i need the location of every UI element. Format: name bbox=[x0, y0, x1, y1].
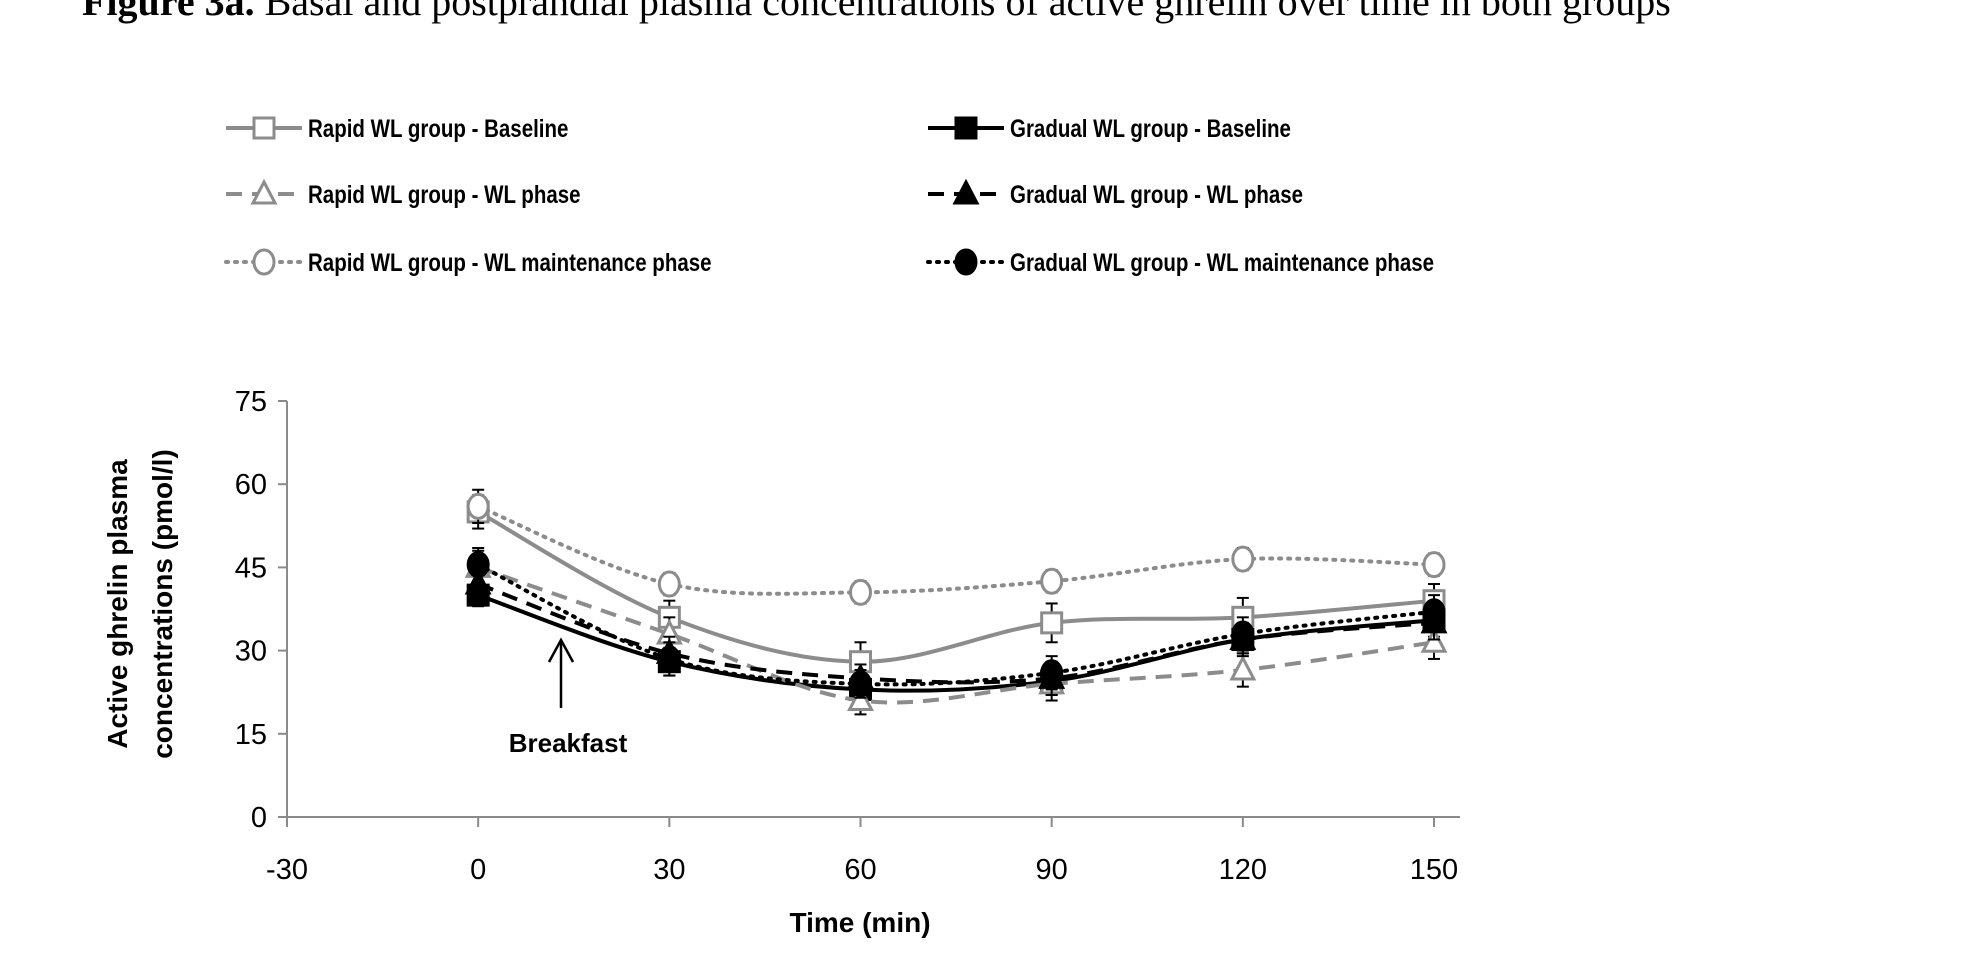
legend-marker-icon bbox=[954, 248, 978, 276]
x-tick-label: 120 bbox=[1219, 854, 1267, 886]
series-4 bbox=[464, 566, 1448, 696]
data-point bbox=[1231, 620, 1255, 648]
data-point bbox=[1040, 611, 1064, 635]
legend-label: Gradual WL group - WL phase bbox=[1010, 180, 1303, 208]
x-tick-label: 60 bbox=[844, 854, 876, 886]
series-line bbox=[477, 582, 1435, 685]
data-point bbox=[1231, 545, 1255, 573]
series-line bbox=[476, 504, 1436, 596]
data-point bbox=[847, 685, 874, 712]
data-point bbox=[466, 551, 490, 579]
y-axis-label-line1: Active ghrelin plasma bbox=[102, 459, 133, 749]
data-point bbox=[849, 670, 872, 698]
series-line bbox=[477, 510, 1435, 664]
legend-item: Rapid WL group - WL phase bbox=[226, 178, 581, 208]
data-point bbox=[1040, 659, 1064, 687]
x-tick-label: 90 bbox=[1036, 854, 1068, 886]
figure-label: Figure 3a. bbox=[82, 0, 255, 24]
legend-item: Gradual WL group - WL maintenance phase bbox=[926, 248, 1434, 276]
legend: Rapid WL group - Baseline Gradual WL grou… bbox=[224, 114, 1434, 276]
x-tick-label: 0 bbox=[470, 854, 486, 886]
y-tick-label: 60 bbox=[235, 469, 267, 501]
x-axis-label: Time (min) bbox=[789, 907, 930, 938]
y-axis-label-line2: concentrations (pmol/l) bbox=[147, 449, 178, 759]
breakfast-annotation: Breakfast bbox=[509, 728, 628, 758]
figure-caption: Basal and postprandial plasma concentrat… bbox=[254, 0, 1671, 24]
legend-item: Gradual WL group - WL phase bbox=[928, 178, 1303, 208]
y-tick-label: 15 bbox=[235, 719, 267, 751]
data-point bbox=[1422, 598, 1446, 626]
legend-item: Gradual WL group - Baseline bbox=[928, 114, 1291, 142]
series-line bbox=[476, 562, 1436, 687]
axes: 0 15 30 45 60 75 -30 0 30 60 90 120 150 bbox=[235, 386, 1460, 886]
y-tick-label: 45 bbox=[235, 552, 267, 584]
data-point bbox=[1422, 551, 1446, 579]
series-line bbox=[477, 565, 1435, 705]
y-tick-label: 0 bbox=[251, 802, 267, 834]
legend-marker-icon bbox=[250, 178, 278, 205]
data-point bbox=[1420, 627, 1448, 653]
data-point bbox=[1040, 567, 1064, 595]
y-tick-label: 30 bbox=[235, 636, 267, 668]
y-tick-label: 75 bbox=[235, 386, 267, 418]
legend-item: Rapid WL group - WL maintenance phase bbox=[224, 248, 712, 276]
data-point bbox=[466, 492, 490, 520]
figure-title: Figure 3a. Basal and postprandial plasma… bbox=[82, 0, 1671, 25]
data-point bbox=[464, 568, 492, 595]
legend-marker-icon bbox=[952, 178, 980, 205]
legend-label: Rapid WL group - WL maintenance phase bbox=[308, 248, 712, 276]
series-6 bbox=[466, 546, 1446, 699]
legend-label: Rapid WL group - Baseline bbox=[308, 114, 568, 142]
plot-area bbox=[464, 488, 1448, 716]
legend-item: Rapid WL group - Baseline bbox=[226, 114, 568, 142]
data-point bbox=[657, 570, 681, 598]
x-tick-label: 30 bbox=[653, 854, 685, 886]
breakfast-arrowhead-icon bbox=[547, 637, 575, 663]
series-line bbox=[477, 593, 1435, 693]
legend-marker-icon bbox=[252, 116, 276, 140]
legend-label: Gradual WL group - WL maintenance phase bbox=[1010, 248, 1434, 276]
x-tick-label: 150 bbox=[1410, 854, 1458, 886]
series-5 bbox=[466, 488, 1446, 606]
legend-marker-icon bbox=[954, 116, 978, 140]
legend-label: Gradual WL group - Baseline bbox=[1010, 114, 1291, 142]
legend-label: Rapid WL group - WL phase bbox=[308, 180, 581, 208]
data-point bbox=[657, 645, 681, 673]
data-point bbox=[1229, 654, 1257, 681]
data-point bbox=[849, 578, 872, 606]
x-tick-label: -30 bbox=[266, 854, 308, 886]
legend-marker-icon bbox=[252, 248, 276, 276]
